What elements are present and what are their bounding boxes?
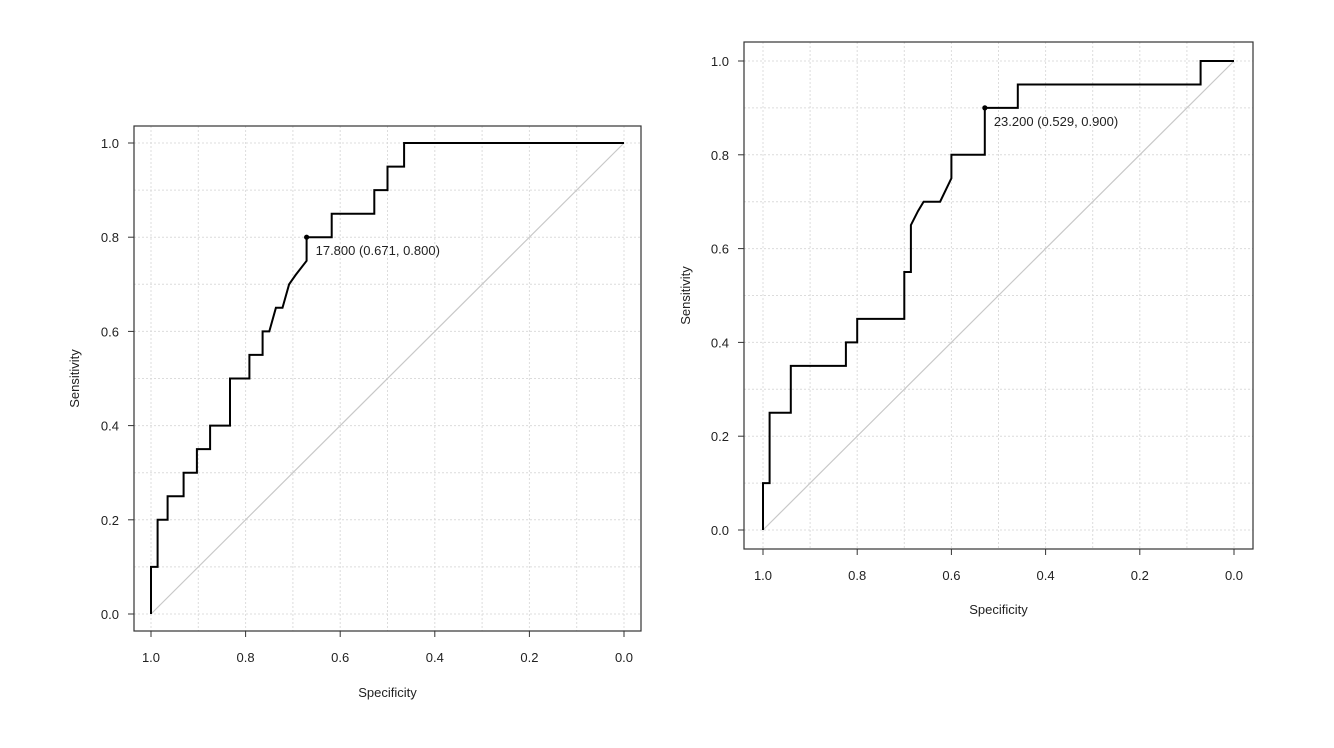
- y-tick-label: 0.0: [711, 523, 729, 538]
- threshold-annotation: 17.800 (0.671, 0.800): [316, 243, 440, 258]
- roc-panel-left: 1.0 0.8 0.6 0.4 0.2 0.0 0.0 0.2 0.4 0.6 0.8 1.0 Spec…: [67, 125, 642, 700]
- y-axis-title: Sensitivity: [678, 266, 693, 325]
- x-tick-label: 0.8: [848, 568, 866, 583]
- y-tick-label: 0.4: [101, 419, 119, 434]
- roc-curve-line: [150, 142, 624, 614]
- x-tick-label: 0.0: [615, 650, 633, 665]
- y-tick-label: 0.6: [101, 324, 119, 339]
- y-tick-label: 0.0: [101, 607, 119, 622]
- reference-diagonal-line: [762, 60, 1235, 531]
- y-tick-label: 1.0: [711, 54, 729, 69]
- y-tick-label: 0.8: [101, 230, 119, 245]
- y-tick-label: 0.2: [711, 429, 729, 444]
- y-tick-label: 0.8: [711, 148, 729, 163]
- roc-panel-right: 1.0 0.8 0.6 0.4 0.2 0.0 0.0 0.2 0.4 0.6 0.8 1.0 Spec…: [678, 41, 1254, 617]
- x-tick-label: 0.4: [426, 650, 444, 665]
- y-tick-label: 0.4: [711, 335, 729, 350]
- x-tick-label: 0.2: [520, 650, 538, 665]
- roc-curve-line: [762, 60, 1234, 530]
- x-tick-label: 0.4: [1037, 568, 1055, 583]
- threshold-annotation: 23.200 (0.529, 0.900): [994, 114, 1118, 129]
- reference-diagonal-line: [150, 142, 625, 615]
- x-tick-label: 0.0: [1225, 568, 1243, 583]
- y-tick-label: 1.0: [101, 136, 119, 151]
- y-tick-label: 0.2: [101, 513, 119, 528]
- y-tick-label: 0.6: [711, 242, 729, 257]
- x-tick-label: 1.0: [754, 568, 772, 583]
- x-axis-title: Specificity: [969, 602, 1028, 617]
- x-tick-label: 0.6: [331, 650, 349, 665]
- plot-frame: [743, 41, 1254, 550]
- x-tick-label: 0.2: [1131, 568, 1149, 583]
- x-tick-label: 0.8: [237, 650, 255, 665]
- threshold-point: [304, 234, 310, 240]
- x-tick-label: 0.6: [942, 568, 960, 583]
- plot-frame: [133, 125, 642, 632]
- x-tick-label: 1.0: [142, 650, 160, 665]
- threshold-point: [982, 105, 988, 111]
- x-axis-title: Specificity: [358, 685, 417, 700]
- y-axis-title: Sensitivity: [67, 349, 82, 408]
